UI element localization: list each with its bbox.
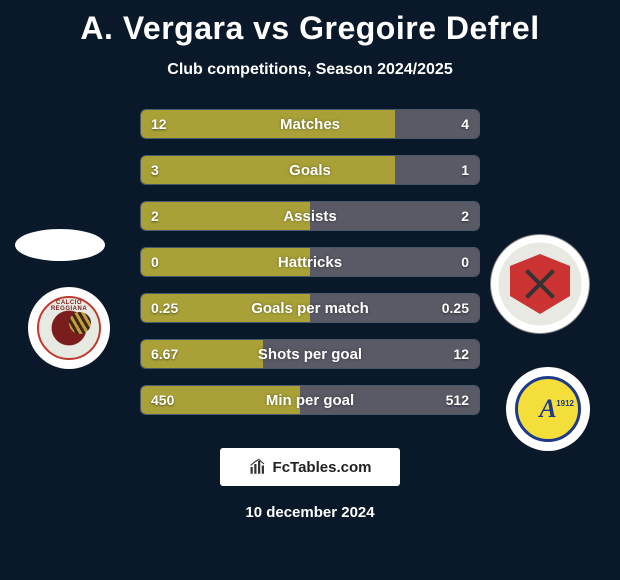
club-crest-right-2-letter: A — [539, 394, 556, 424]
stat-bars: 124Matches31Goals22Assists00Hattricks0.2… — [140, 109, 480, 431]
stat-value-right: 12 — [453, 340, 469, 368]
crossed-swords-icon — [521, 265, 559, 303]
stat-value-right: 0 — [461, 248, 469, 276]
stat-value-right: 2 — [461, 202, 469, 230]
ball-icon — [69, 312, 91, 334]
subtitle: Club competitions, Season 2024/2025 — [0, 61, 620, 79]
stat-value-left: 6.67 — [151, 340, 178, 368]
brand-badge[interactable]: FcTables.com — [220, 448, 400, 486]
club-crest-right-2-year: 1912 — [556, 399, 574, 408]
club-crest-left-2-inner: CALCIO REGGIANA — [37, 296, 101, 360]
stat-bar-left — [141, 248, 310, 276]
stat-bar-left — [141, 202, 310, 230]
club-crest-left-2-label: CALCIO REGGIANA — [39, 300, 99, 312]
stat-row: 450512Min per goal — [140, 385, 480, 415]
stat-value-right: 512 — [446, 386, 469, 414]
stat-row: 00Hattricks — [140, 247, 480, 277]
stat-bar-left — [141, 110, 395, 138]
comparison-area: CALCIO REGGIANA A 1912 124Matches31Goals… — [0, 109, 620, 429]
date-label: 10 december 2024 — [0, 504, 620, 521]
stat-value-right: 1 — [461, 156, 469, 184]
club-crest-left-2: CALCIO REGGIANA — [28, 287, 110, 369]
stat-value-left: 0.25 — [151, 294, 178, 322]
brand-label: FcTables.com — [273, 459, 372, 476]
stat-value-left: 0 — [151, 248, 159, 276]
stat-row: 22Assists — [140, 201, 480, 231]
stat-bar-right — [263, 340, 479, 368]
club-crest-right-2-inner: A 1912 — [515, 376, 581, 442]
shield-icon — [510, 254, 570, 314]
club-crest-right-1 — [490, 234, 590, 334]
stat-value-right: 4 — [461, 110, 469, 138]
stat-value-left: 3 — [151, 156, 159, 184]
stat-value-left: 2 — [151, 202, 159, 230]
stat-value-right: 0.25 — [442, 294, 469, 322]
stat-row: 31Goals — [140, 155, 480, 185]
club-crest-left-1 — [15, 229, 105, 261]
stat-value-left: 450 — [151, 386, 174, 414]
club-crest-right-2: A 1912 — [506, 367, 590, 451]
stat-value-left: 12 — [151, 110, 167, 138]
stat-row: 124Matches — [140, 109, 480, 139]
page-title: A. Vergara vs Gregoire Defrel — [0, 0, 620, 47]
stat-bar-left — [141, 156, 395, 184]
stat-row: 0.250.25Goals per match — [140, 293, 480, 323]
stat-bar-right — [310, 248, 479, 276]
stat-row: 6.6712Shots per goal — [140, 339, 480, 369]
chart-icon — [249, 458, 267, 476]
stat-bar-right — [310, 202, 479, 230]
